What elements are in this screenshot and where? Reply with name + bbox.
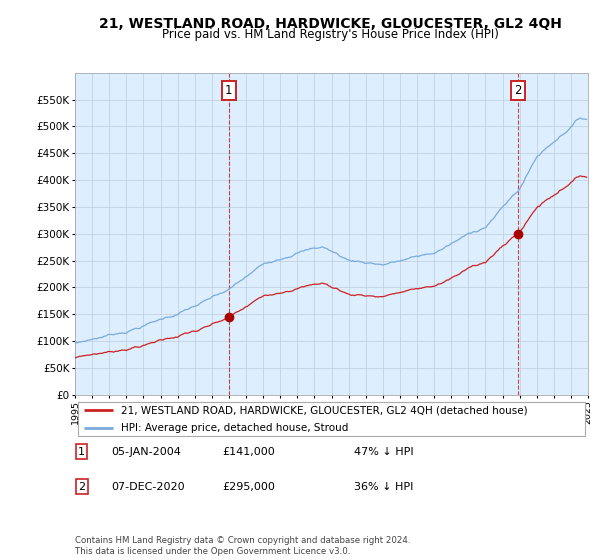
Text: 07-DEC-2020: 07-DEC-2020 xyxy=(111,482,185,492)
Text: 21, WESTLAND ROAD, HARDWICKE, GLOUCESTER, GL2 4QH: 21, WESTLAND ROAD, HARDWICKE, GLOUCESTER… xyxy=(98,17,562,31)
Text: 1: 1 xyxy=(225,84,233,97)
Text: 2: 2 xyxy=(78,482,85,492)
Text: 21, WESTLAND ROAD, HARDWICKE, GLOUCESTER, GL2 4QH (detached house): 21, WESTLAND ROAD, HARDWICKE, GLOUCESTER… xyxy=(121,405,528,415)
Text: £295,000: £295,000 xyxy=(222,482,275,492)
Text: Contains HM Land Registry data © Crown copyright and database right 2024.
This d: Contains HM Land Registry data © Crown c… xyxy=(75,536,410,556)
Text: HPI: Average price, detached house, Stroud: HPI: Average price, detached house, Stro… xyxy=(121,423,349,433)
Text: £141,000: £141,000 xyxy=(222,447,275,457)
Text: 1: 1 xyxy=(78,447,85,457)
Text: 47% ↓ HPI: 47% ↓ HPI xyxy=(354,447,413,457)
Text: Price paid vs. HM Land Registry's House Price Index (HPI): Price paid vs. HM Land Registry's House … xyxy=(161,28,499,41)
Text: 36% ↓ HPI: 36% ↓ HPI xyxy=(354,482,413,492)
Text: 05-JAN-2004: 05-JAN-2004 xyxy=(111,447,181,457)
Text: 2: 2 xyxy=(514,84,522,97)
FancyBboxPatch shape xyxy=(77,402,586,436)
